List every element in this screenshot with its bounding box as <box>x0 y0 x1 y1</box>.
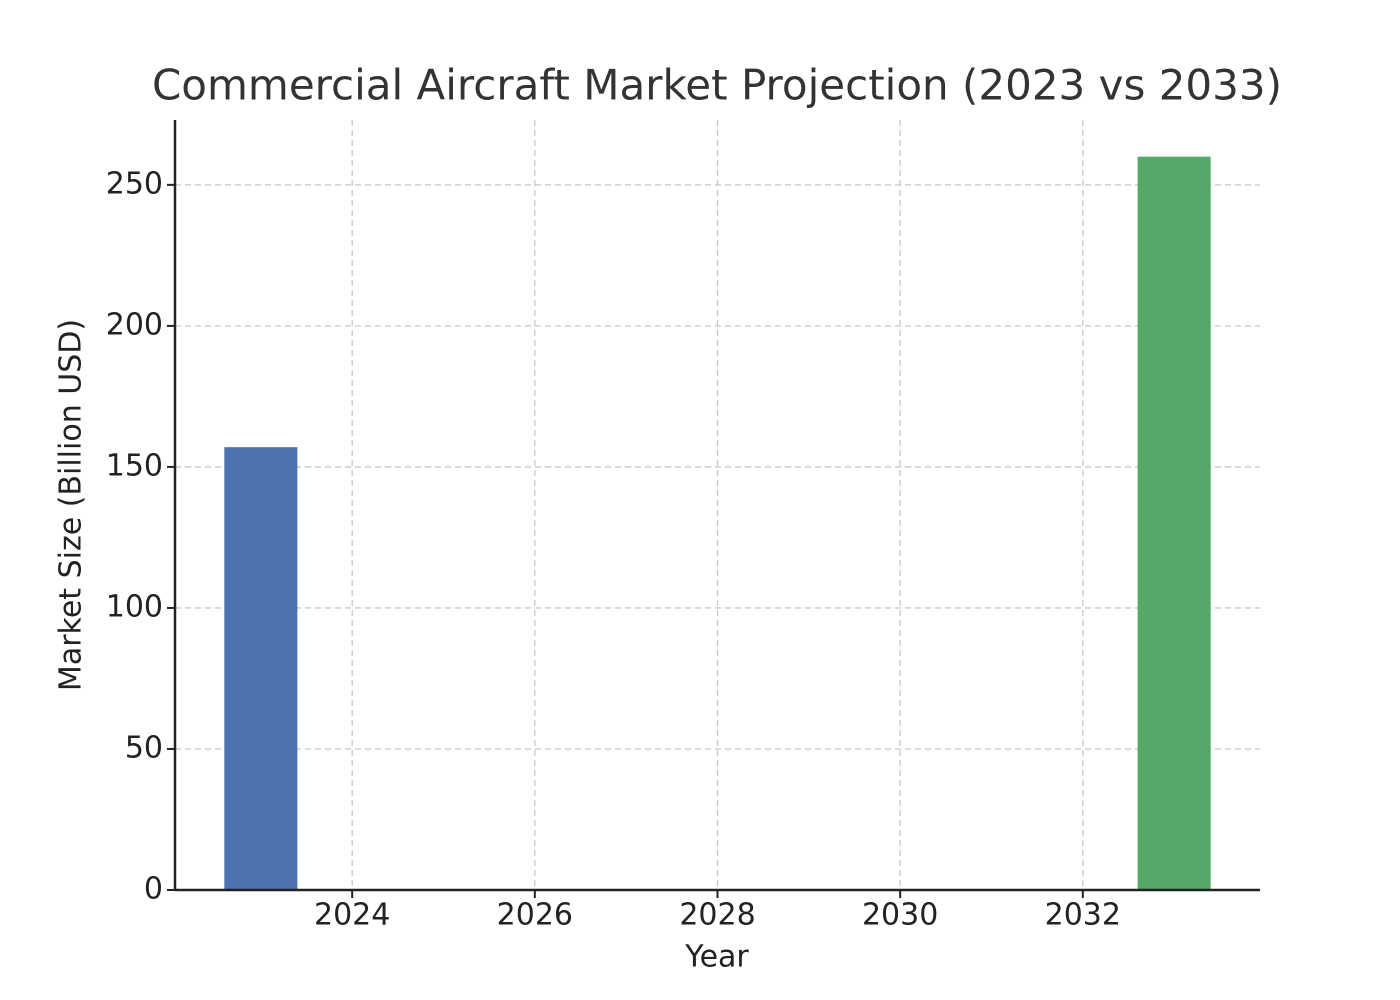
bar <box>1137 156 1211 890</box>
chart-title: Commercial Aircraft Market Projection (2… <box>152 61 1282 110</box>
y-tick-label: 250 <box>106 166 163 201</box>
y-tick-label: 150 <box>106 448 163 483</box>
x-tick-label: 2026 <box>497 898 573 933</box>
y-tick-label: 100 <box>106 589 163 624</box>
y-tick-label: 200 <box>106 307 163 342</box>
y-axis-label: Market Size (Billion USD) <box>54 319 89 691</box>
x-tick-label: 2030 <box>862 898 938 933</box>
x-tick-label: 2028 <box>679 898 755 933</box>
y-tick-label: 0 <box>144 872 163 907</box>
bar <box>224 447 298 890</box>
x-tick-label: 2032 <box>1045 898 1121 933</box>
x-axis-label: Year <box>684 940 749 975</box>
y-tick-label: 50 <box>125 730 163 765</box>
x-tick-label: 2024 <box>314 898 390 933</box>
